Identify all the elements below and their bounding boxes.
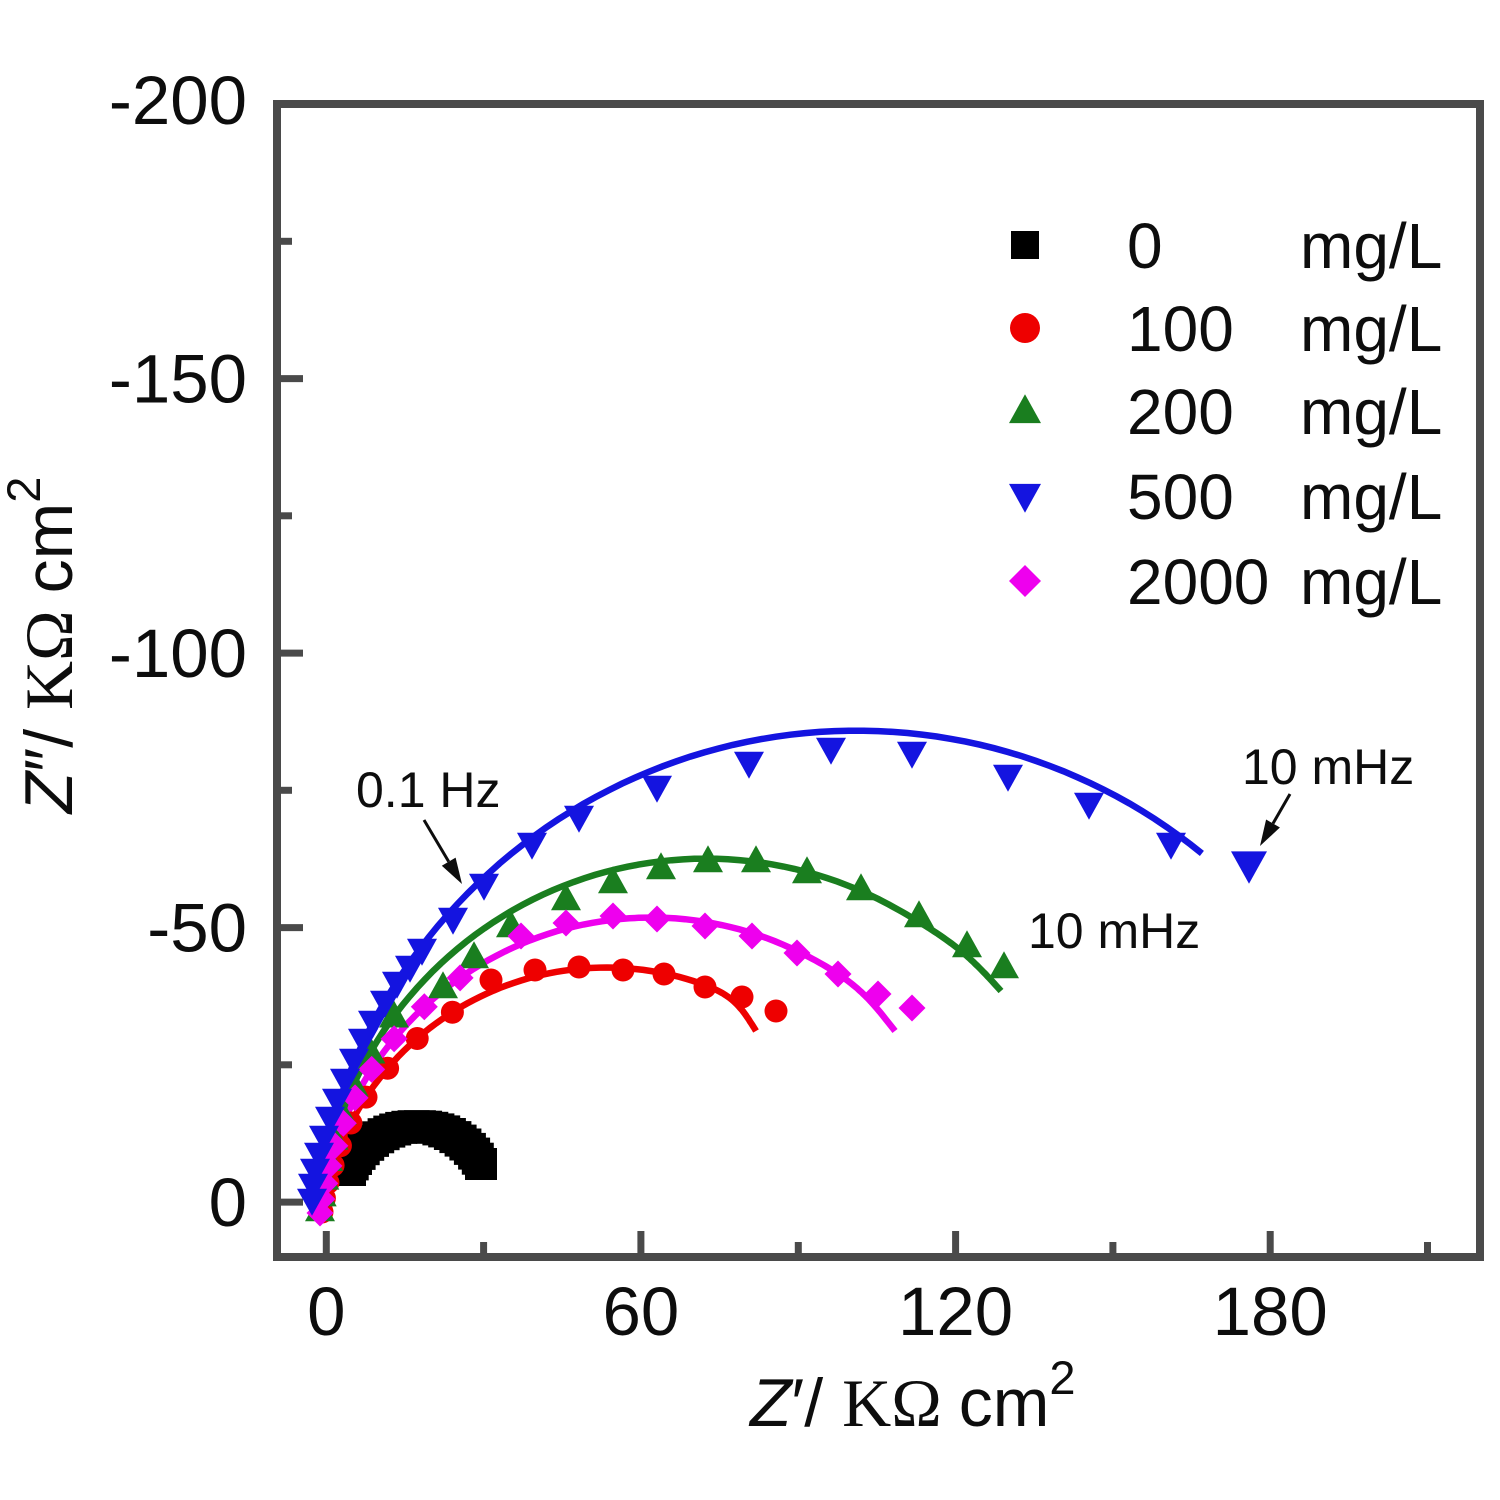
svg-text:mg/L: mg/L xyxy=(1300,376,1442,448)
svg-text:mg/L: mg/L xyxy=(1300,461,1442,533)
svg-text:0.1 Hz: 0.1 Hz xyxy=(356,762,501,818)
svg-text:10 mHz: 10 mHz xyxy=(1242,739,1414,795)
svg-text:Z′/ ΚΩ cm2: Z′/ ΚΩ cm2 xyxy=(748,1351,1076,1441)
svg-text:-150: -150 xyxy=(109,341,247,418)
svg-text:-100: -100 xyxy=(109,615,247,692)
svg-text:Z″/ ΚΩ cm2: Z″/ ΚΩ cm2 xyxy=(0,477,87,816)
svg-text:60: 60 xyxy=(603,1273,680,1350)
svg-text:-50: -50 xyxy=(147,890,247,967)
svg-text:mg/L: mg/L xyxy=(1300,293,1442,365)
svg-text:120: 120 xyxy=(898,1273,1013,1350)
svg-text:100: 100 xyxy=(1127,293,1234,365)
svg-text:500: 500 xyxy=(1127,461,1234,533)
svg-text:mg/L: mg/L xyxy=(1300,546,1442,618)
svg-text:180: 180 xyxy=(1213,1273,1328,1350)
svg-text:0: 0 xyxy=(307,1273,345,1350)
svg-text:-200: -200 xyxy=(109,62,247,139)
svg-text:200: 200 xyxy=(1127,376,1234,448)
svg-text:mg/L: mg/L xyxy=(1300,210,1442,282)
svg-text:2000: 2000 xyxy=(1127,546,1269,618)
svg-text:10 mHz: 10 mHz xyxy=(1028,903,1200,959)
svg-text:0: 0 xyxy=(209,1164,247,1241)
svg-text:0: 0 xyxy=(1127,210,1163,282)
